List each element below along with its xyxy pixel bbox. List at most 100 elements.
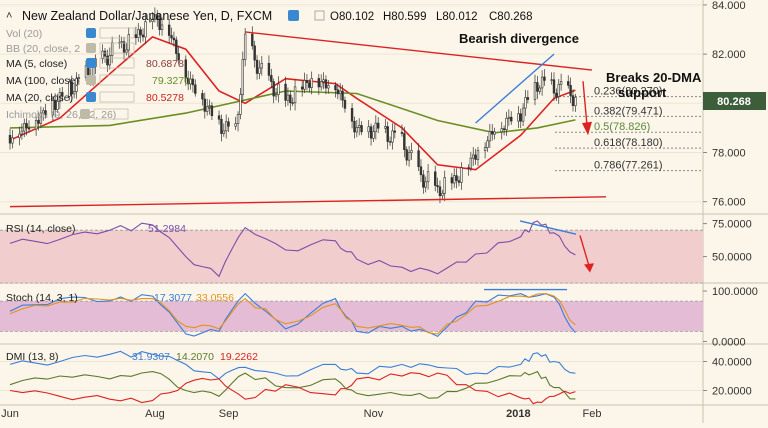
candle-body bbox=[407, 152, 411, 161]
dmi-plus-value: 14.2070 bbox=[176, 351, 214, 363]
trend-line-support bbox=[9, 196, 607, 208]
candle-body bbox=[241, 59, 244, 95]
candle-body bbox=[125, 49, 128, 53]
candle-body bbox=[160, 24, 164, 30]
candle-body bbox=[274, 94, 278, 97]
candle-body bbox=[253, 45, 256, 61]
collapse-arrow-icon[interactable]: ˄ bbox=[6, 10, 12, 22]
candle-body bbox=[58, 92, 62, 102]
candle-body bbox=[208, 105, 211, 108]
trend-line-divergence bbox=[475, 53, 555, 124]
x-tick-label: Sep bbox=[219, 408, 239, 420]
ohlc-value: H80.599 bbox=[383, 11, 426, 23]
candle-body bbox=[441, 192, 444, 197]
candle-body bbox=[574, 96, 577, 107]
candle-body bbox=[27, 127, 31, 130]
candle-body bbox=[538, 87, 541, 92]
candle-body bbox=[137, 29, 140, 39]
candle-body bbox=[377, 122, 380, 129]
candle-body bbox=[236, 114, 240, 124]
candle-body bbox=[258, 67, 261, 74]
candle-body bbox=[42, 110, 45, 114]
moving-average-line bbox=[9, 90, 576, 134]
candle-body bbox=[543, 76, 546, 81]
candle-body bbox=[338, 90, 342, 95]
legend-settings-icons bbox=[99, 91, 135, 103]
candle-body bbox=[217, 115, 221, 120]
candle-body bbox=[336, 89, 340, 95]
candle-body bbox=[500, 128, 503, 133]
candle-body bbox=[8, 134, 12, 144]
candle-body bbox=[419, 166, 423, 176]
chart-title: New Zealand Dollar/Japanese Yen, D, FXCM bbox=[22, 9, 272, 23]
candle-body bbox=[122, 41, 126, 53]
ohlc-value: L80.012 bbox=[436, 11, 478, 23]
trend-line-resistance bbox=[245, 31, 593, 71]
candle-body bbox=[51, 100, 54, 116]
candle-body bbox=[70, 81, 73, 95]
legend-settings-icons bbox=[93, 108, 129, 120]
dmi-minus-value: 19.2262 bbox=[220, 351, 258, 363]
candle-body bbox=[322, 79, 325, 83]
y-tick-label: 50.0000 bbox=[712, 252, 752, 264]
candle-body bbox=[567, 81, 570, 86]
candle-body bbox=[243, 33, 247, 60]
legend-label: Vol (20) bbox=[6, 28, 42, 40]
annotation-breaks-line2: support bbox=[618, 85, 667, 100]
candle-body bbox=[303, 80, 306, 90]
candle-body bbox=[234, 123, 237, 127]
candle-body bbox=[222, 130, 225, 134]
candle-body bbox=[536, 82, 539, 92]
candle-body bbox=[476, 150, 480, 160]
resolution-icon[interactable] bbox=[288, 10, 299, 21]
candle-body bbox=[434, 171, 437, 186]
price-grid bbox=[0, 4, 703, 203]
settings-icon[interactable] bbox=[314, 10, 325, 21]
y-tick-label: 0.0000 bbox=[712, 336, 746, 348]
candle-body bbox=[18, 133, 21, 139]
current-price-value: 80.268 bbox=[717, 96, 751, 108]
candle-body bbox=[384, 126, 387, 129]
indicator-legend: Vol (20) BB (20, close, 2 MA (5, close) 80.… bbox=[6, 27, 190, 121]
candle-body bbox=[139, 29, 142, 36]
legend-label: MA (20, close) bbox=[6, 92, 73, 104]
indicator-line bbox=[9, 292, 576, 335]
candle-body bbox=[284, 83, 287, 101]
candle-body bbox=[422, 174, 425, 188]
legend-eye-icon bbox=[86, 28, 96, 38]
candle-body bbox=[167, 24, 171, 36]
rsi-down-arrow-head bbox=[584, 263, 594, 273]
annotation-breaks-line1: Breaks 20-DMA bbox=[606, 70, 702, 85]
candle-body bbox=[443, 177, 446, 194]
candle-body bbox=[488, 131, 492, 142]
candle-body bbox=[25, 123, 28, 129]
indicator-band bbox=[0, 301, 703, 332]
candle-body bbox=[267, 62, 271, 76]
candle-body bbox=[289, 94, 292, 103]
candle-body bbox=[151, 19, 154, 22]
candle-body bbox=[436, 185, 439, 188]
candle-body bbox=[343, 99, 347, 109]
rsi-value: 51.2984 bbox=[148, 223, 186, 235]
candle-body bbox=[172, 37, 176, 41]
candle-body bbox=[205, 106, 209, 112]
candle-body bbox=[203, 98, 206, 112]
candle-body bbox=[144, 21, 147, 38]
candle-body bbox=[559, 81, 563, 85]
y-tick-label: 78.000 bbox=[712, 148, 746, 160]
y-tick-label: 40.0000 bbox=[712, 357, 752, 369]
candle-body bbox=[194, 84, 197, 94]
trend-lines bbox=[9, 31, 607, 208]
candle-body bbox=[405, 149, 408, 161]
candle-body bbox=[493, 131, 496, 135]
candle-body bbox=[552, 79, 556, 94]
candle-body bbox=[120, 41, 123, 43]
candle-body bbox=[170, 35, 173, 39]
candle-body bbox=[127, 34, 130, 51]
candle-body bbox=[460, 167, 463, 183]
rsi-divergence-line bbox=[519, 220, 577, 235]
candle-body bbox=[110, 42, 114, 56]
candle-body bbox=[106, 55, 109, 66]
